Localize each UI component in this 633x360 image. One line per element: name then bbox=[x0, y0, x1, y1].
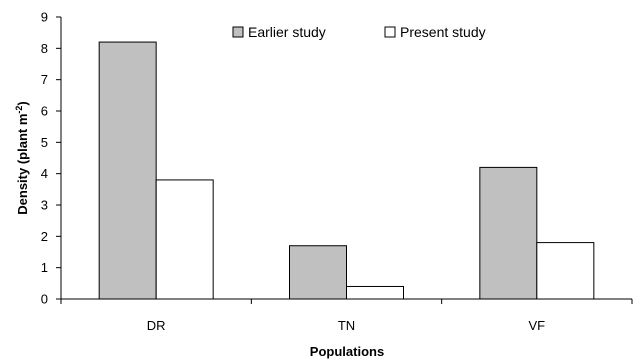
y-tick-label: 2 bbox=[41, 229, 48, 244]
bar-vf-present-study bbox=[536, 242, 595, 300]
x-tick-label: TN bbox=[338, 318, 355, 333]
bar-dr-present-study bbox=[155, 179, 214, 300]
bar-dr-earlier-study bbox=[98, 41, 157, 300]
y-tick-label: 4 bbox=[41, 166, 48, 181]
bar-vf-earlier-study bbox=[479, 166, 538, 300]
legend-swatch-earlier-study bbox=[232, 26, 244, 38]
y-axis-title-close: ) bbox=[15, 101, 30, 105]
y-tick-label: 8 bbox=[41, 41, 48, 56]
y-axis-title: Density (plant m-2) bbox=[14, 101, 30, 214]
x-tick-label: DR bbox=[147, 318, 166, 333]
legend-label-present-study: Present study bbox=[400, 24, 486, 40]
y-tick-label: 1 bbox=[41, 260, 48, 275]
y-axis-title-superscript: -2 bbox=[14, 106, 24, 114]
y-tick-label: 0 bbox=[41, 292, 48, 307]
y-tick-label: 7 bbox=[41, 72, 48, 87]
y-tick-label: 5 bbox=[41, 135, 48, 150]
y-tick-label: 6 bbox=[41, 104, 48, 119]
y-tick-label: 3 bbox=[41, 198, 48, 213]
legend-label-earlier-study: Earlier study bbox=[248, 24, 326, 40]
legend: Earlier study Present study bbox=[232, 24, 486, 40]
x-tick-label: VF bbox=[529, 318, 546, 333]
y-axis-title-main: Density (plant m bbox=[15, 114, 30, 215]
bar-tn-earlier-study bbox=[289, 245, 347, 300]
y-tick-label: 9 bbox=[41, 10, 48, 25]
bar-tn-present-study bbox=[346, 285, 404, 300]
x-axis-title: Populations bbox=[310, 344, 384, 359]
plot-area: 0 1 2 3 4 5 6 7 8 9 DR TN VF bbox=[41, 10, 633, 333]
legend-swatch-present-study bbox=[384, 26, 396, 38]
